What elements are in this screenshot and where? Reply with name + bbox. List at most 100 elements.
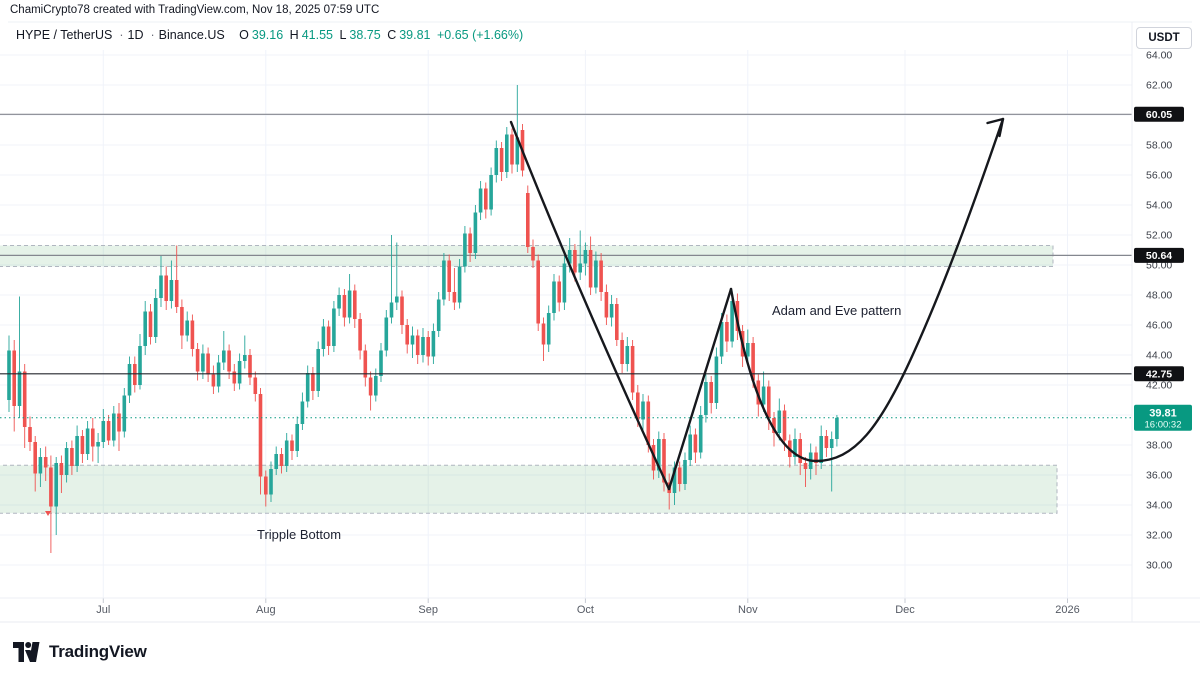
candle-body xyxy=(180,307,184,336)
candle-body xyxy=(374,376,378,396)
candle-body xyxy=(751,343,755,381)
legend-separator: · xyxy=(150,28,155,42)
candle-body xyxy=(505,134,509,172)
current-price-value: 39.81 xyxy=(1149,407,1177,419)
currency-toggle-button[interactable]: USDT xyxy=(1136,27,1192,49)
candle-body xyxy=(625,346,630,364)
candle-body xyxy=(562,263,567,303)
pattern-rally-line[interactable] xyxy=(667,287,733,491)
candle-body xyxy=(536,260,540,324)
candle-body xyxy=(274,454,278,469)
candle-body xyxy=(232,371,237,384)
interval-label[interactable]: 1D xyxy=(127,28,144,42)
attribution-text: ChamiCrypto78 created with TradingView.c… xyxy=(10,4,380,16)
supply-demand-zone[interactable] xyxy=(0,245,1054,267)
month-label: Sep xyxy=(418,604,438,616)
candle-body xyxy=(557,281,561,303)
candle-body xyxy=(782,410,787,441)
candle-body xyxy=(148,311,153,337)
price-line-pill-value: 42.75 xyxy=(1146,369,1172,381)
tradingview-logo[interactable]: TradingView xyxy=(12,641,147,663)
candle-body xyxy=(463,233,467,267)
symbol-legend[interactable]: HYPE / TetherUS · 1D · Binance.US O 39.16 H 41… xyxy=(16,28,526,42)
month-label: Oct xyxy=(577,604,594,616)
candle-body xyxy=(127,364,132,396)
price-tick-label: 38.00 xyxy=(1146,440,1172,452)
candle-body xyxy=(54,463,58,507)
pattern-decline-line[interactable] xyxy=(509,120,671,491)
candle-body xyxy=(604,292,609,318)
candle-body xyxy=(468,233,472,253)
candle-body xyxy=(824,436,829,448)
ohlc-close-value: 39.81 xyxy=(399,28,431,42)
price-line-pill-value: 60.05 xyxy=(1146,109,1172,121)
candle-body xyxy=(384,317,389,351)
candle-body xyxy=(368,377,373,396)
candle-body xyxy=(620,340,624,364)
candle-body xyxy=(337,295,341,309)
price-line-pill xyxy=(1134,106,1184,122)
ohlc-low-label: L xyxy=(339,28,347,42)
price-tick-label: 46.00 xyxy=(1146,320,1172,332)
supply-demand-zone[interactable] xyxy=(0,464,1058,514)
candle-body xyxy=(803,463,808,469)
candle-body xyxy=(70,448,74,466)
candle-body xyxy=(211,374,216,387)
candle-body xyxy=(321,326,326,349)
candle-body xyxy=(531,247,535,261)
candle-body xyxy=(64,448,69,475)
candle-body xyxy=(819,436,823,463)
candle-body xyxy=(473,212,478,253)
price-tick-label: 52.00 xyxy=(1146,230,1172,242)
candle-body xyxy=(295,424,299,451)
candle-body xyxy=(405,325,409,345)
symbol-name[interactable]: HYPE / TetherUS xyxy=(16,28,113,42)
legend-separator: · xyxy=(119,28,124,42)
candle-body xyxy=(12,350,16,406)
candle-body xyxy=(725,322,729,342)
candle-body xyxy=(316,349,320,391)
pattern-eve-curve[interactable] xyxy=(729,117,1005,463)
candle-body xyxy=(253,377,258,394)
ohlc-low-value: 38.75 xyxy=(349,28,381,42)
candle-body xyxy=(452,292,457,303)
candle-body xyxy=(410,335,415,345)
candle-body xyxy=(798,439,802,463)
candle-body xyxy=(279,454,284,466)
candle-body xyxy=(510,134,514,165)
candle-body xyxy=(484,188,488,210)
candle-body xyxy=(552,281,556,313)
ohlc-close-label: C xyxy=(387,28,397,42)
price-line-pill xyxy=(1134,247,1184,263)
arrow-head-icon xyxy=(986,117,1005,138)
candle-body xyxy=(358,319,362,351)
candle-body xyxy=(515,137,520,165)
low-marker-icon xyxy=(45,511,51,516)
candle-body xyxy=(206,353,210,375)
candle-body xyxy=(389,302,394,318)
price-tick-label: 54.00 xyxy=(1146,200,1172,212)
candle-body xyxy=(772,418,776,433)
candle-body xyxy=(190,320,195,349)
candle-body xyxy=(662,439,666,483)
candle-body xyxy=(594,260,598,288)
candle-body xyxy=(489,175,493,210)
candle-body xyxy=(59,463,64,475)
annotation-tripple-bottom[interactable]: Tripple Bottom xyxy=(257,527,342,542)
annotation-adam-and-eve[interactable]: Adam and Eve pattern xyxy=(772,303,902,318)
candle-body xyxy=(714,356,719,403)
candle-body xyxy=(636,392,640,420)
candle-body xyxy=(526,193,530,247)
candle-body xyxy=(342,295,347,318)
price-tick-label: 34.00 xyxy=(1146,500,1172,512)
candle-body xyxy=(609,304,614,318)
candle-body xyxy=(395,296,399,303)
price-tick-label: 42.00 xyxy=(1146,380,1172,392)
candle-body xyxy=(767,386,771,418)
candle-body xyxy=(746,343,750,357)
candle-body xyxy=(494,148,499,175)
candle-body xyxy=(478,188,483,213)
candle-body xyxy=(174,280,179,307)
price-line-pill-value: 50.64 xyxy=(1146,250,1172,262)
